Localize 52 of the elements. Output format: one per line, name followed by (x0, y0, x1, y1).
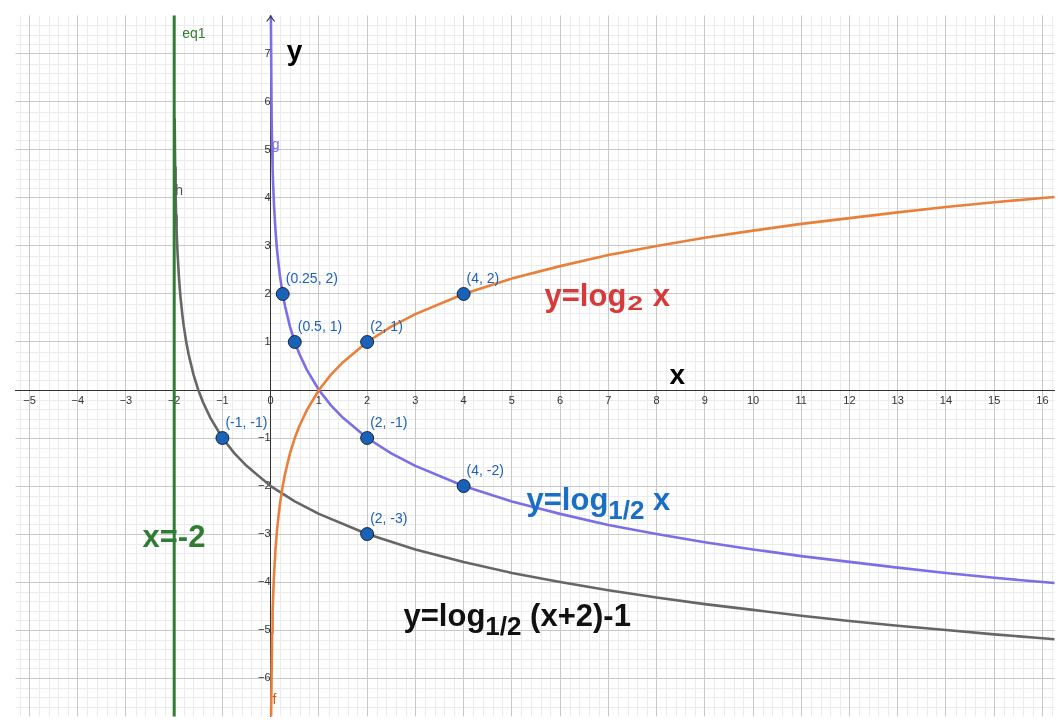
x-tick-label: −3 (119, 393, 133, 406)
y-tick-label: −6 (258, 671, 271, 684)
y-tick-label: −1 (258, 431, 271, 444)
point (275, 286, 290, 301)
x-tick-label: 3 (412, 393, 419, 406)
x-tick-label: 8 (653, 393, 660, 406)
point (360, 431, 375, 446)
x-tick-label: 13 (891, 393, 904, 406)
point (456, 479, 471, 494)
data-label: (0.5, 1) (297, 317, 343, 334)
data-label: (2, -3) (370, 509, 408, 526)
y-tick-label: 5 (264, 142, 271, 155)
x-tick-label: 9 (701, 393, 708, 406)
y-tick-label: −5 (258, 623, 271, 636)
point (360, 527, 375, 542)
x-tick-label: 11 (795, 393, 807, 406)
point (215, 431, 230, 446)
y-tick-label: 3 (264, 239, 271, 251)
x-tick-label: 6 (557, 393, 564, 406)
annotation: y=log₂ x (544, 273, 671, 318)
annotation: f (272, 690, 277, 707)
y-tick-label: 1 (264, 335, 271, 348)
data-label: (4, -2) (466, 461, 504, 478)
point (360, 334, 375, 349)
y-tick-label: 7 (264, 46, 271, 59)
x-tick-label: 1 (315, 393, 322, 406)
point (456, 286, 471, 301)
data-label: (-1, -1) (225, 413, 268, 430)
x-tick-label: 12 (843, 393, 856, 406)
y-tick-label: −4 (258, 575, 271, 588)
data-label: (2, -1) (370, 413, 408, 430)
x-tick-label: −1 (216, 393, 229, 406)
y-axis-title: y (286, 34, 303, 66)
data-label: (0.25, 2) (285, 269, 338, 286)
x-tick-label: −5 (23, 393, 36, 406)
y-tick-label: −3 (258, 527, 271, 540)
y-tick-label: 4 (264, 190, 271, 203)
y-tick-label: 2 (264, 287, 271, 300)
ref-line-label: eq1 (182, 25, 206, 42)
x-tick-label: −4 (71, 393, 84, 406)
x-tick-label: 14 (939, 393, 953, 406)
y-tick-label: 6 (264, 94, 271, 107)
x-tick-label: 5 (508, 393, 515, 406)
x-tick-label: 2 (364, 393, 371, 406)
x-tick-label: 16 (1036, 393, 1049, 406)
x-axis-title: x (669, 359, 686, 391)
point (287, 334, 302, 349)
data-label: (4, 2) (466, 269, 500, 286)
x-tick-label: 10 (746, 393, 760, 406)
x-tick-label: 15 (988, 393, 1001, 406)
x-tick-label: 7 (605, 393, 612, 406)
x-tick-label: 4 (460, 393, 467, 406)
